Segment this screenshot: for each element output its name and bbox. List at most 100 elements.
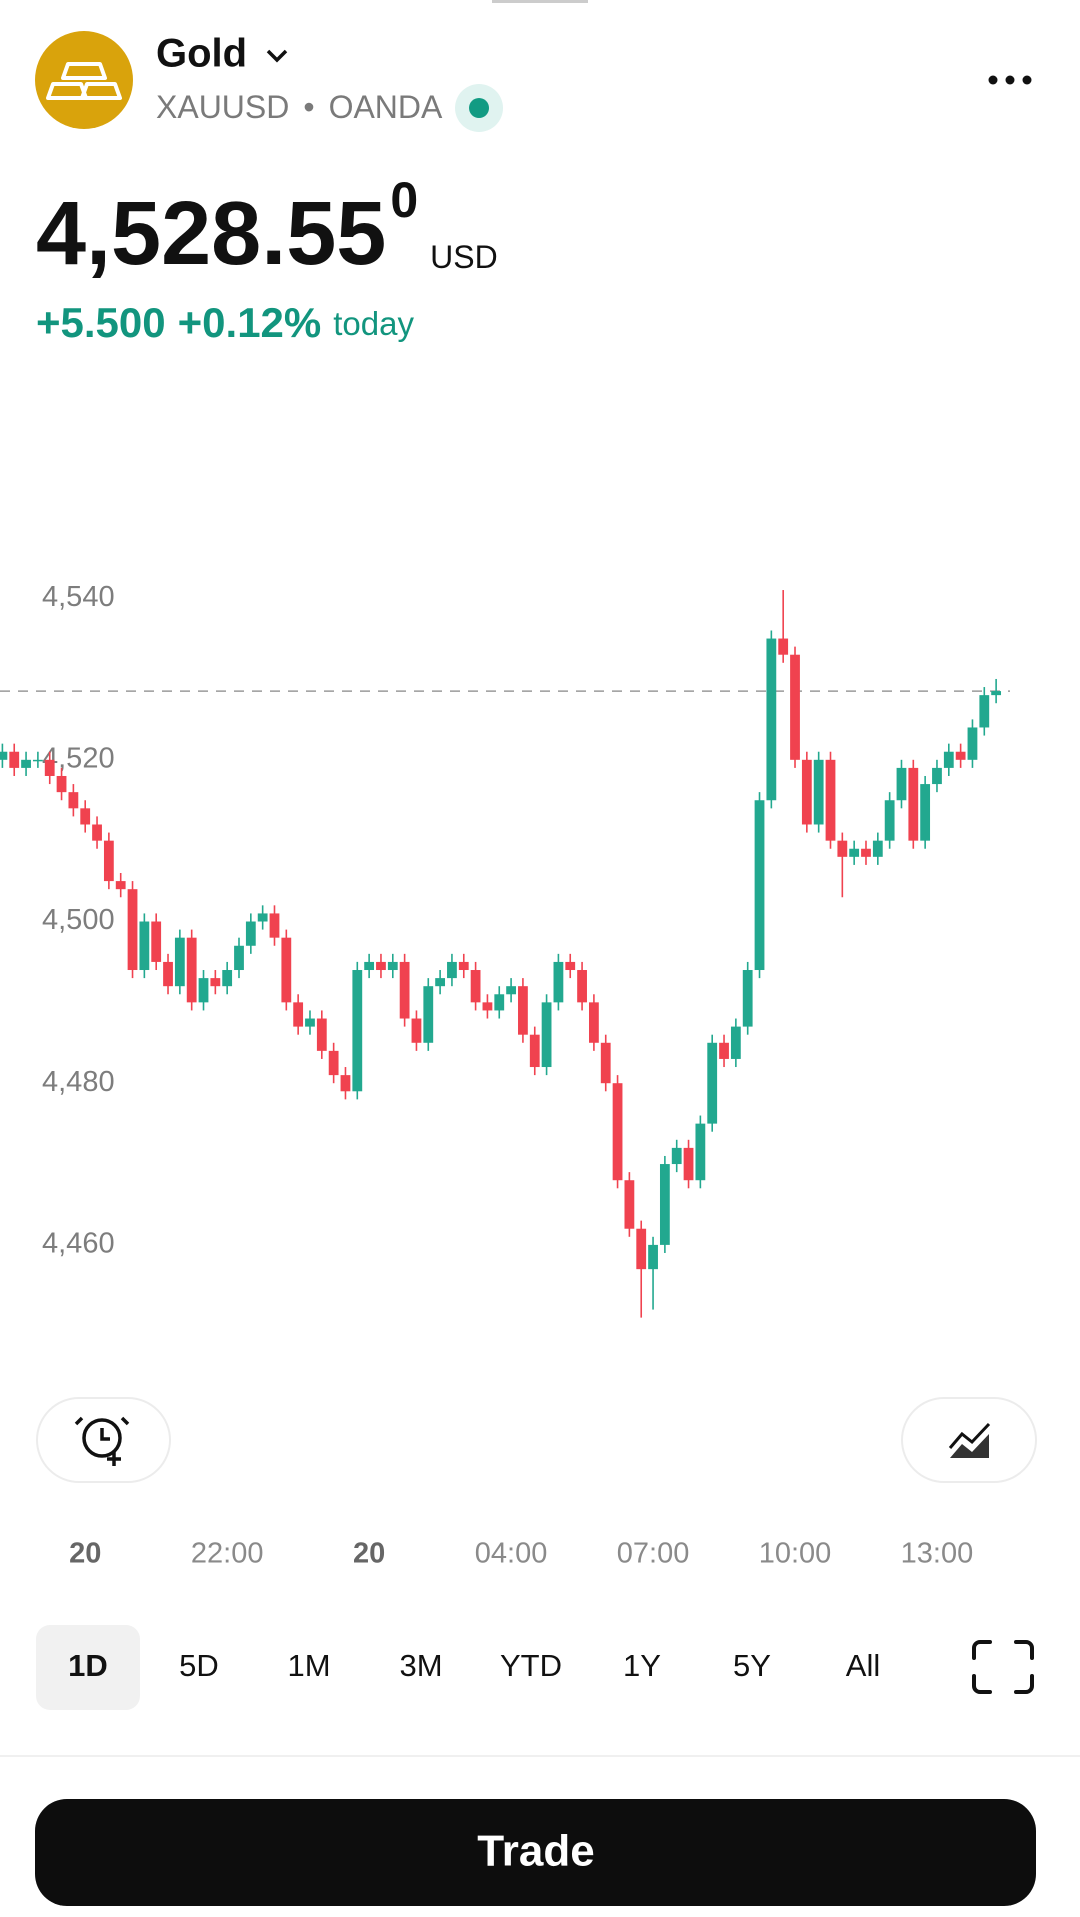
candle-body [695, 1123, 706, 1181]
x-tick-label: 10:00 [759, 1538, 832, 1570]
candle-body [151, 921, 162, 962]
candle-body [482, 1002, 493, 1011]
trade-button[interactable] [35, 1799, 1036, 1906]
candle-body [979, 695, 990, 728]
candle-body [364, 961, 375, 971]
candle-body [186, 937, 197, 1003]
x-tick-label: 22:00 [191, 1538, 264, 1570]
candle-body [825, 759, 836, 841]
change: +5.500 +0.12% today [36, 299, 414, 346]
candle-body [92, 824, 102, 841]
candle-body [127, 889, 138, 971]
candle-body [778, 638, 789, 655]
candle-body [648, 1244, 658, 1270]
candle-body [683, 1147, 694, 1181]
change-percent: +0.12% [178, 299, 322, 346]
candle-body [305, 1018, 315, 1027]
candle-body [730, 1026, 741, 1059]
separator: • [303, 89, 314, 125]
range-tab[interactable]: 1M [287, 1648, 330, 1683]
candle-body [447, 961, 457, 979]
candle-body [458, 961, 469, 971]
candle-body [600, 1042, 611, 1084]
chevron[interactable] [266, 49, 288, 63]
candle-body [210, 978, 221, 987]
asset-name[interactable]: Gold [156, 32, 247, 76]
candle-body [932, 767, 942, 785]
candle-body [435, 978, 446, 987]
candle-body [813, 759, 824, 825]
range-tab[interactable]: YTD [500, 1648, 562, 1683]
candle-body [174, 937, 185, 987]
candle-body [589, 1002, 599, 1043]
candle-body [245, 921, 256, 946]
x-tick-label: 04:00 [475, 1538, 548, 1570]
candle-body [896, 767, 907, 801]
range-tab[interactable]: 5Y [733, 1648, 771, 1683]
notch [492, 0, 588, 3]
range-tab[interactable]: 3M [399, 1648, 442, 1683]
candle-body [56, 775, 67, 793]
candle-body [80, 808, 91, 825]
range-tab[interactable]: All [846, 1648, 880, 1683]
candle-body [943, 751, 954, 768]
candle-body [624, 1180, 635, 1229]
candle-body [68, 792, 79, 809]
candle-body [198, 978, 209, 1003]
candle-body [494, 994, 505, 1011]
candle-body [565, 961, 576, 971]
range-tab[interactable]: 1Y [623, 1648, 661, 1683]
candle-body [32, 759, 43, 762]
candle-body [884, 800, 895, 841]
candle-body [222, 970, 233, 987]
range-tab-selected[interactable] [36, 1625, 140, 1710]
candle-body [269, 913, 280, 938]
gold-icon [35, 31, 133, 129]
candle-body [316, 1018, 327, 1051]
candle-body [801, 759, 812, 825]
range-tab[interactable]: 1D [68, 1648, 108, 1683]
candle-body [115, 881, 126, 890]
more-menu[interactable] [988, 75, 1032, 85]
range-tab[interactable]: 5D [179, 1648, 219, 1683]
candle-body [955, 751, 966, 760]
candle-body [0, 751, 8, 760]
range-tabs: 1D 5D 1M 3M YTD 1Y 5Y All [36, 1625, 880, 1710]
price-last-digit: 0 [390, 172, 418, 228]
candle-body [163, 961, 173, 987]
candle-body [506, 986, 516, 995]
candle-body [766, 638, 777, 801]
price-main: 4,528.55 [36, 184, 386, 284]
candle-body [920, 784, 931, 841]
candle-body [234, 945, 244, 971]
currency: USD [430, 239, 498, 275]
exchange: OANDA [329, 89, 443, 125]
candle-body [837, 840, 848, 857]
alert-icon [74, 1416, 130, 1466]
y-tick-label: 4,460 [42, 1228, 115, 1260]
chart-style-icon [948, 1422, 991, 1458]
change-period: today [333, 305, 414, 342]
candle-body [577, 970, 587, 1003]
live-dot [469, 98, 490, 118]
candle-body [352, 970, 363, 1092]
candle-body [636, 1228, 647, 1270]
candle-body [139, 921, 150, 971]
symbol: XAUUSD [156, 89, 289, 125]
x-axis: 20 22:00 20 04:00 07:00 10:00 13:00 [69, 1538, 973, 1570]
y-tick-label: 4,500 [42, 904, 115, 936]
candle-body [411, 1018, 422, 1043]
candle-body [872, 840, 883, 857]
candle-body [387, 961, 398, 971]
candle-body [470, 970, 481, 1003]
fullscreen-button[interactable] [972, 1640, 1034, 1694]
x-tick-label: 07:00 [617, 1538, 690, 1570]
candle-body [423, 986, 434, 1043]
candle-body [518, 986, 528, 1035]
candle-body [376, 961, 386, 971]
trade-label: Trade [477, 1827, 594, 1876]
candle-body [991, 691, 1002, 696]
x-tick-label: 20 [353, 1538, 385, 1570]
